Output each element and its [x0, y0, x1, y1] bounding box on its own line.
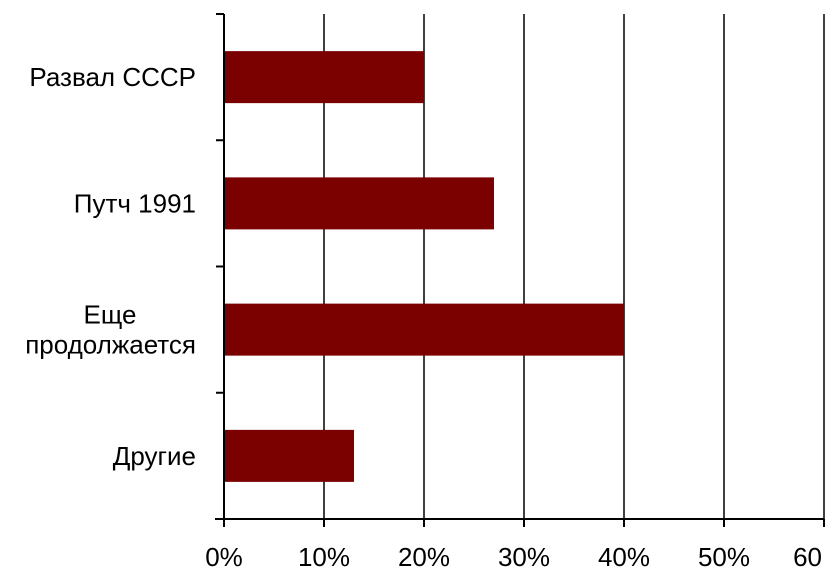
- axes: [215, 13, 825, 527]
- bar-2: [224, 177, 494, 230]
- category-label: Еще: [84, 300, 137, 330]
- x-tick-label: 50%: [698, 542, 750, 572]
- category-label: Путч 1991: [74, 188, 196, 218]
- category-label: продолжается: [25, 330, 196, 360]
- x-tick-label: 30%: [498, 542, 550, 572]
- category-label: Другие: [113, 441, 196, 471]
- x-tick-label: 0%: [205, 542, 243, 572]
- x-tick-label: 20%: [398, 542, 450, 572]
- x-tick-labels: 0% 10% 20% 30% 40% 50% 60: [205, 542, 822, 572]
- bar-1: [224, 51, 424, 104]
- bars: [224, 51, 624, 482]
- bar-4: [224, 429, 354, 482]
- bar-3: [224, 303, 624, 356]
- x-tick-label: 10%: [298, 542, 350, 572]
- x-tick-label: 60: [793, 542, 822, 572]
- x-tick-label: 40%: [598, 542, 650, 572]
- category-label: Развал СССР: [29, 62, 196, 92]
